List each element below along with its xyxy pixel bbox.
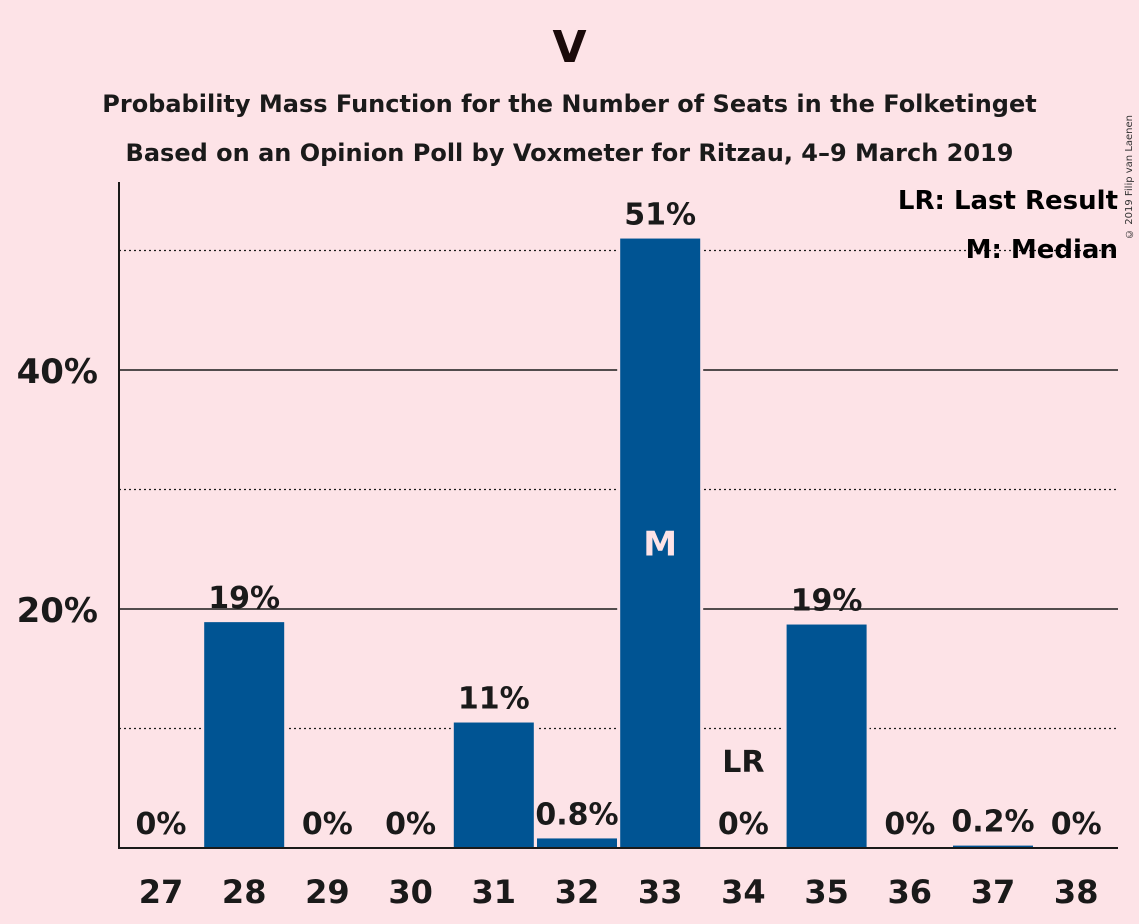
data-label: 0% — [1051, 807, 1102, 842]
data-label: 0.8% — [535, 797, 618, 832]
x-tick-label: 37 — [971, 873, 1016, 911]
x-tick-label: 36 — [888, 873, 933, 911]
bar — [453, 722, 534, 848]
data-label: 11% — [458, 682, 530, 717]
data-label: 51% — [624, 198, 696, 233]
data-label: 0% — [884, 807, 935, 842]
x-tick-label: 34 — [721, 873, 766, 911]
data-label: 19% — [791, 584, 863, 619]
y-tick-label: 20% — [17, 591, 98, 631]
data-label: 0% — [136, 807, 187, 842]
x-tick-label: 38 — [1054, 873, 1099, 911]
data-label: 0% — [385, 807, 436, 842]
data-label: 0.2% — [951, 805, 1034, 840]
median-marker: M — [643, 524, 677, 564]
bar-labels: 0% 19% 0% 0% 11% 0.8% 51% M 0% LR 19% 0% 0.2% 0% — [136, 198, 1102, 842]
bar — [204, 622, 285, 848]
x-tick-label: 30 — [388, 873, 433, 911]
axes: 20% 40% 27 28 29 30 31 32 33 34 35 36 37 38 — [17, 182, 1118, 911]
x-tick-label: 28 — [222, 873, 267, 911]
bar — [786, 624, 867, 848]
x-tick-label: 29 — [305, 873, 350, 911]
x-tick-label: 33 — [638, 873, 683, 911]
legend-last-result: LR: Last Result — [898, 186, 1118, 216]
bars — [201, 236, 1036, 849]
x-tick-label: 27 — [139, 873, 184, 911]
data-label: 19% — [208, 581, 280, 616]
last-result-marker: LR — [722, 745, 764, 780]
chart-title: V — [552, 22, 587, 73]
bar — [953, 845, 1033, 848]
x-tick-label: 32 — [555, 873, 600, 911]
bar — [620, 238, 701, 849]
chart-subtitle: Probability Mass Function for the Number… — [102, 90, 1037, 118]
legend-median: M: Median — [966, 235, 1118, 265]
x-tick-label: 31 — [472, 873, 517, 911]
data-label: 0% — [302, 807, 353, 842]
chart-source-line: Based on an Opinion Poll by Voxmeter for… — [125, 139, 1014, 167]
y-tick-label: 40% — [17, 352, 98, 392]
x-tick-label: 35 — [804, 873, 849, 911]
data-label: 0% — [718, 807, 769, 842]
bar — [537, 838, 617, 848]
